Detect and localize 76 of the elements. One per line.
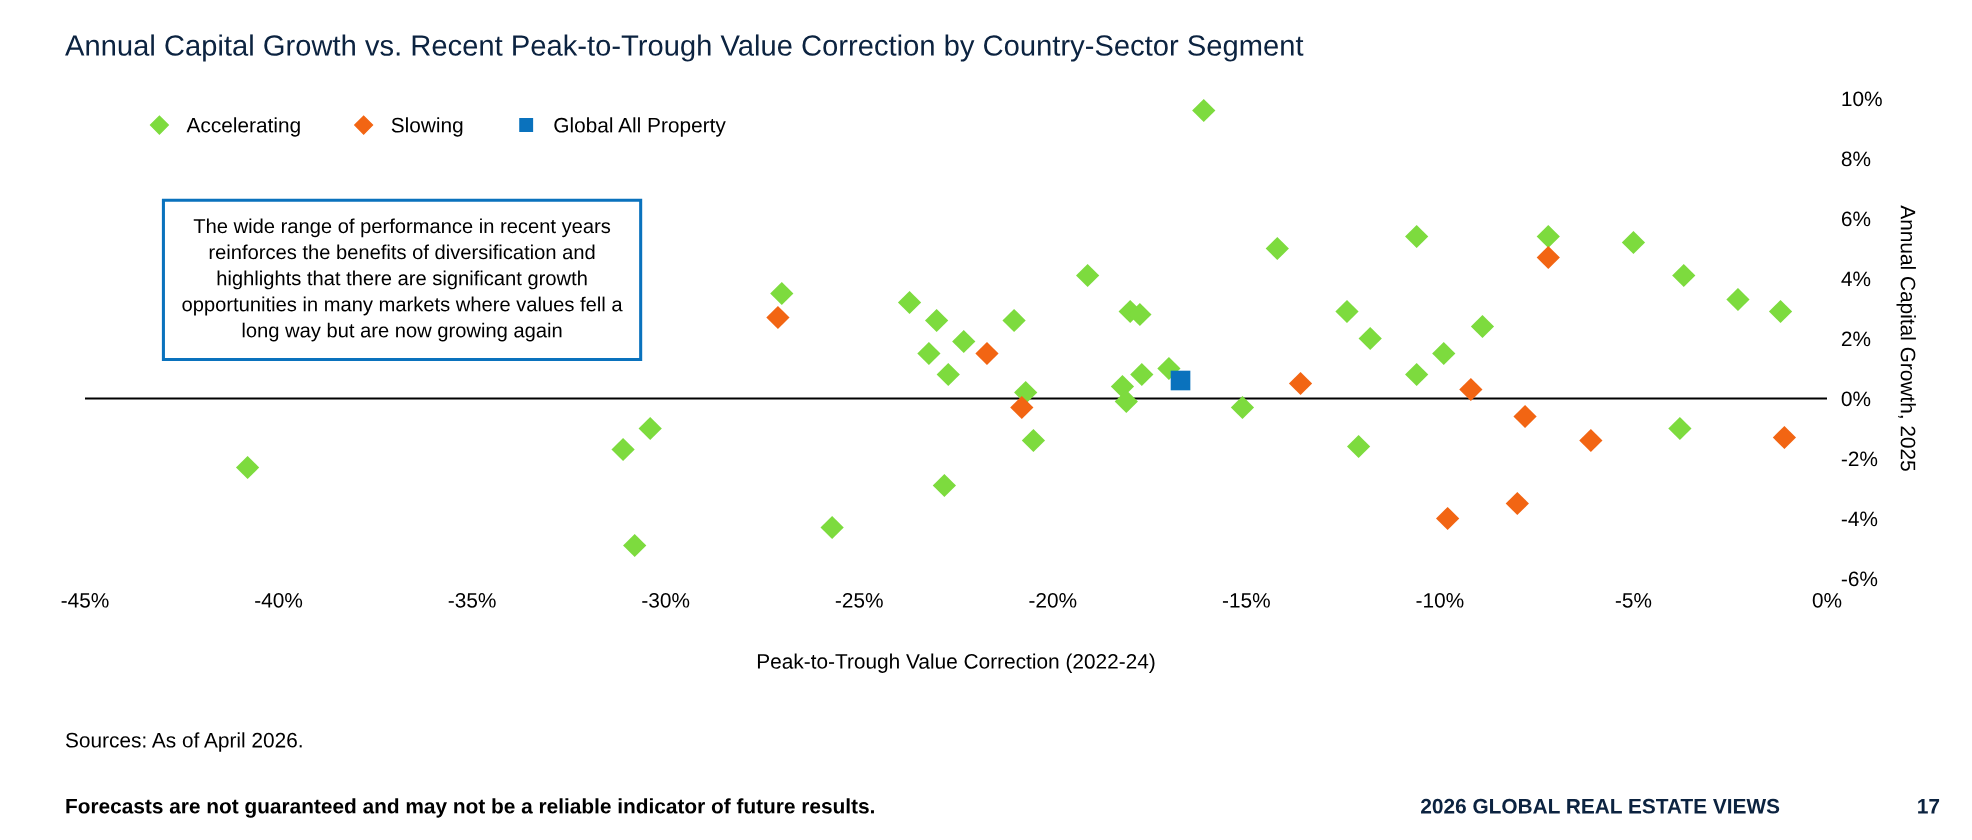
point <box>623 533 647 558</box>
point <box>1513 404 1537 429</box>
x-tick-label: -25% <box>835 592 883 608</box>
point <box>1726 287 1750 312</box>
legend-label: Slowing <box>391 117 463 137</box>
point <box>1157 356 1181 381</box>
point <box>1459 377 1483 402</box>
point <box>1288 371 1313 396</box>
point <box>1579 428 1603 453</box>
text: 17 <box>1918 799 1940 814</box>
point <box>770 281 794 306</box>
y-tick-label: 2% <box>1841 331 1871 347</box>
point <box>1010 395 1034 420</box>
y-tick-label: -2% <box>1841 451 1878 467</box>
x-axis-title: Peak-to-Trough Value Correction (2022-24) <box>757 653 1155 673</box>
legend-label: Accelerating <box>186 117 300 137</box>
point <box>1002 308 1026 333</box>
point <box>1114 389 1138 414</box>
point <box>638 416 662 441</box>
point <box>925 308 949 333</box>
x-tick-label: -5% <box>1615 593 1652 608</box>
point <box>917 341 941 366</box>
y-axis-title: Annual Capital Growth, 2025 <box>1896 205 1916 471</box>
point <box>1772 425 1797 450</box>
y-tick-label: -4% <box>1841 511 1878 527</box>
x-tick-label: -15% <box>1222 593 1270 608</box>
point <box>1230 395 1255 420</box>
y-tick-label: -6% <box>1841 571 1878 587</box>
point <box>766 305 790 330</box>
y-tick-label: 8% <box>1841 151 1871 167</box>
point <box>952 329 976 354</box>
legend-label: Global All Property <box>554 117 726 137</box>
x-tick-label: -30% <box>642 592 690 608</box>
annotation: The wide range of performance in recent years reinforces the benefits of diversification and highlights that there are significant growth opportunities in many markets where values fell a long way but are now growing again <box>182 218 623 342</box>
point <box>1505 491 1529 516</box>
point <box>1265 236 1289 261</box>
point <box>1335 299 1359 324</box>
point <box>936 362 960 387</box>
point <box>611 437 635 462</box>
x-tick-label: -45% <box>61 593 109 608</box>
point <box>1432 341 1456 366</box>
point <box>1672 263 1696 288</box>
point <box>1470 314 1495 339</box>
text: 2026 GLOBAL REAL ESTATE VIEWS <box>1421 798 1780 814</box>
point <box>932 473 957 498</box>
x-tick-label: -20% <box>1029 592 1077 608</box>
y-tick-label: 4% <box>1841 271 1871 287</box>
point <box>1436 506 1460 531</box>
point <box>1192 98 1216 123</box>
point <box>1405 362 1429 387</box>
point <box>1668 416 1692 441</box>
point <box>1076 263 1100 288</box>
point <box>1536 224 1560 249</box>
x-tick-label: -40% <box>255 592 303 608</box>
x-tick-label: -35% <box>448 592 496 608</box>
y-tick-label: 10% <box>1842 91 1882 107</box>
y-tick-label: 0% <box>1841 391 1871 407</box>
source-note: Sources: As of April 2026. <box>65 732 302 752</box>
y-tick-label: 6% <box>1841 211 1871 227</box>
point <box>897 290 922 315</box>
point <box>235 455 260 480</box>
point <box>1358 326 1382 351</box>
point <box>1170 370 1191 391</box>
point <box>1130 362 1154 387</box>
x-tick-label: -10% <box>1416 592 1464 608</box>
point <box>1768 299 1793 324</box>
point <box>1621 230 1646 255</box>
point <box>1405 224 1429 249</box>
point <box>820 515 844 540</box>
text: Forecasts are not guaranteed and may not be a reliable indicator of future results. <box>66 798 874 818</box>
point <box>975 341 999 366</box>
chart-title: Annual Capital Growth vs. Recent Peak-to-Trough Value Correction by Country-Sector Segment <box>65 34 1304 62</box>
point <box>1346 434 1371 459</box>
point <box>1021 428 1046 453</box>
x-tick-label: 0% <box>1812 592 1842 608</box>
point <box>1536 245 1560 270</box>
